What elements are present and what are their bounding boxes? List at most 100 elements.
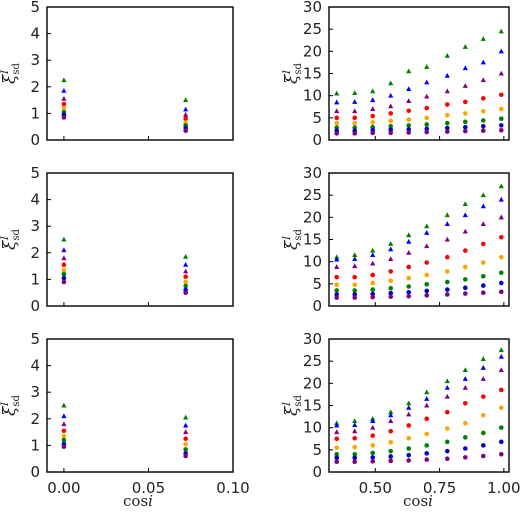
data-point-circle-red <box>498 92 504 98</box>
panel-row3-left: 0 1 2 3 4 5 0.00 0.05 0.10 ξsdI <box>0 330 250 497</box>
y-tick-label: 5 <box>30 164 40 182</box>
data-point-circle-violet <box>352 459 358 465</box>
data-point-circle-violet <box>498 127 504 133</box>
data-point-circle-darkgreen <box>462 435 468 440</box>
panel-row3-right: 0 5 10 15 20 25 30 0.50 0.75 1.00 ξsdI <box>282 330 520 497</box>
data-point-circle-violet <box>424 457 430 462</box>
data-point-triangle-blue <box>388 246 394 252</box>
data-point-circle-violet <box>462 291 468 296</box>
data-point-circle-violet <box>444 292 450 297</box>
y-tick-label: 15 <box>303 65 322 83</box>
data-point-triangle-green <box>480 192 486 198</box>
data-point-triangle-purple <box>424 402 430 408</box>
y-tick-label: 0 <box>30 131 40 149</box>
data-point-triangle-green <box>480 356 486 361</box>
data-point-triangle-blue <box>480 59 486 65</box>
data-point-circle-orange <box>424 115 430 121</box>
y-axis-label: ξsdI <box>0 228 22 250</box>
data-point-circle-violet <box>406 130 412 135</box>
data-point-triangle-purple <box>61 255 67 261</box>
data-point-triangle-green <box>444 378 450 384</box>
data-point-triangle-blue <box>61 413 67 419</box>
data-point-circle-navy <box>352 455 358 461</box>
data-point-circle-red <box>61 101 67 107</box>
data-point-circle-darkgreen <box>352 451 358 457</box>
data-point-triangle-purple <box>334 108 340 114</box>
data-point-circle-red <box>61 428 67 434</box>
data-point-circle-darkgreen <box>406 123 412 128</box>
data-point-triangle-blue <box>498 353 504 359</box>
data-point-circle-red <box>183 274 188 280</box>
data-point-triangle-green <box>388 409 394 415</box>
data-point-circle-darkgreen <box>444 279 450 285</box>
data-point-triangle-green <box>352 90 358 96</box>
data-point-circle-violet <box>388 294 394 299</box>
x-tick-label: 0.75 <box>423 479 456 497</box>
y-tick-label: 5 <box>312 441 322 459</box>
data-point-circle-orange <box>183 441 188 447</box>
data-point-circle-violet <box>444 129 450 134</box>
data-point-triangle-green <box>370 88 376 94</box>
data-point-circle-orange <box>462 264 468 270</box>
data-point-circle-violet <box>61 444 67 450</box>
data-point-triangle-purple <box>480 77 486 83</box>
y-tick-label: 0 <box>312 131 322 149</box>
data-point-circle-orange <box>334 282 340 288</box>
y-axis-label: ξsdI <box>282 394 304 416</box>
data-point-circle-violet <box>183 128 188 133</box>
data-point-triangle-purple <box>498 214 504 220</box>
data-point-triangle-purple <box>424 243 430 249</box>
data-point-triangle-purple <box>406 98 412 103</box>
data-point-circle-navy <box>480 283 486 288</box>
data-point-triangle-green <box>352 418 358 424</box>
data-point-triangle-blue <box>388 92 394 98</box>
data-point-triangle-purple <box>352 108 358 114</box>
y-axis-label: ξsdI <box>0 62 22 84</box>
data-point-circle-violet <box>388 130 394 136</box>
data-point-circle-red <box>388 111 394 116</box>
data-point-circle-darkgreen <box>61 271 67 277</box>
data-point-circle-navy <box>480 123 486 129</box>
data-point-triangle-green <box>424 223 430 229</box>
data-point-circle-violet <box>61 115 67 120</box>
data-point-triangle-blue <box>406 404 412 410</box>
data-point-triangle-blue <box>406 86 412 92</box>
data-point-circle-red <box>370 433 376 438</box>
data-point-triangle-blue <box>370 252 376 258</box>
data-point-circle-navy <box>61 275 67 281</box>
data-point-triangle-blue <box>183 422 189 428</box>
data-point-triangle-blue <box>462 376 468 381</box>
data-point-triangle-blue <box>444 72 450 78</box>
data-point-circle-red <box>498 387 504 393</box>
data-point-circle-red <box>183 116 188 122</box>
data-point-circle-darkgreen <box>424 281 430 287</box>
data-point-circle-navy <box>480 443 486 448</box>
data-point-triangle-purple <box>498 367 504 373</box>
data-point-circle-orange <box>388 439 394 445</box>
data-point-triangle-blue <box>183 261 189 267</box>
data-point-circle-darkgreen <box>462 119 468 125</box>
data-point-triangle-green <box>406 400 412 406</box>
data-point-circle-orange <box>462 111 468 116</box>
y-axis-label: ξsdI <box>0 394 22 416</box>
data-point-circle-red <box>406 423 412 428</box>
data-point-triangle-blue <box>334 99 340 105</box>
data-point-circle-red <box>424 260 430 265</box>
data-point-circle-orange <box>61 267 67 273</box>
data-point-triangle-green <box>406 232 412 238</box>
data-point-circle-orange <box>61 105 67 111</box>
data-point-triangle-purple <box>406 411 412 417</box>
data-point-triangle-purple <box>480 376 486 381</box>
data-point-circle-navy <box>388 290 394 296</box>
y-tick-label: 5 <box>312 275 322 293</box>
data-point-triangle-purple <box>444 393 450 399</box>
data-point-circle-red <box>370 113 376 119</box>
data-point-circle-red <box>370 272 376 278</box>
y-tick-label: 10 <box>303 253 322 271</box>
x-tick-label: 0.00 <box>47 479 80 497</box>
data-point-triangle-blue <box>498 196 504 202</box>
data-point-circle-orange <box>406 436 412 441</box>
data-point-circle-violet <box>480 290 486 296</box>
data-point-triangle-green <box>444 52 450 58</box>
